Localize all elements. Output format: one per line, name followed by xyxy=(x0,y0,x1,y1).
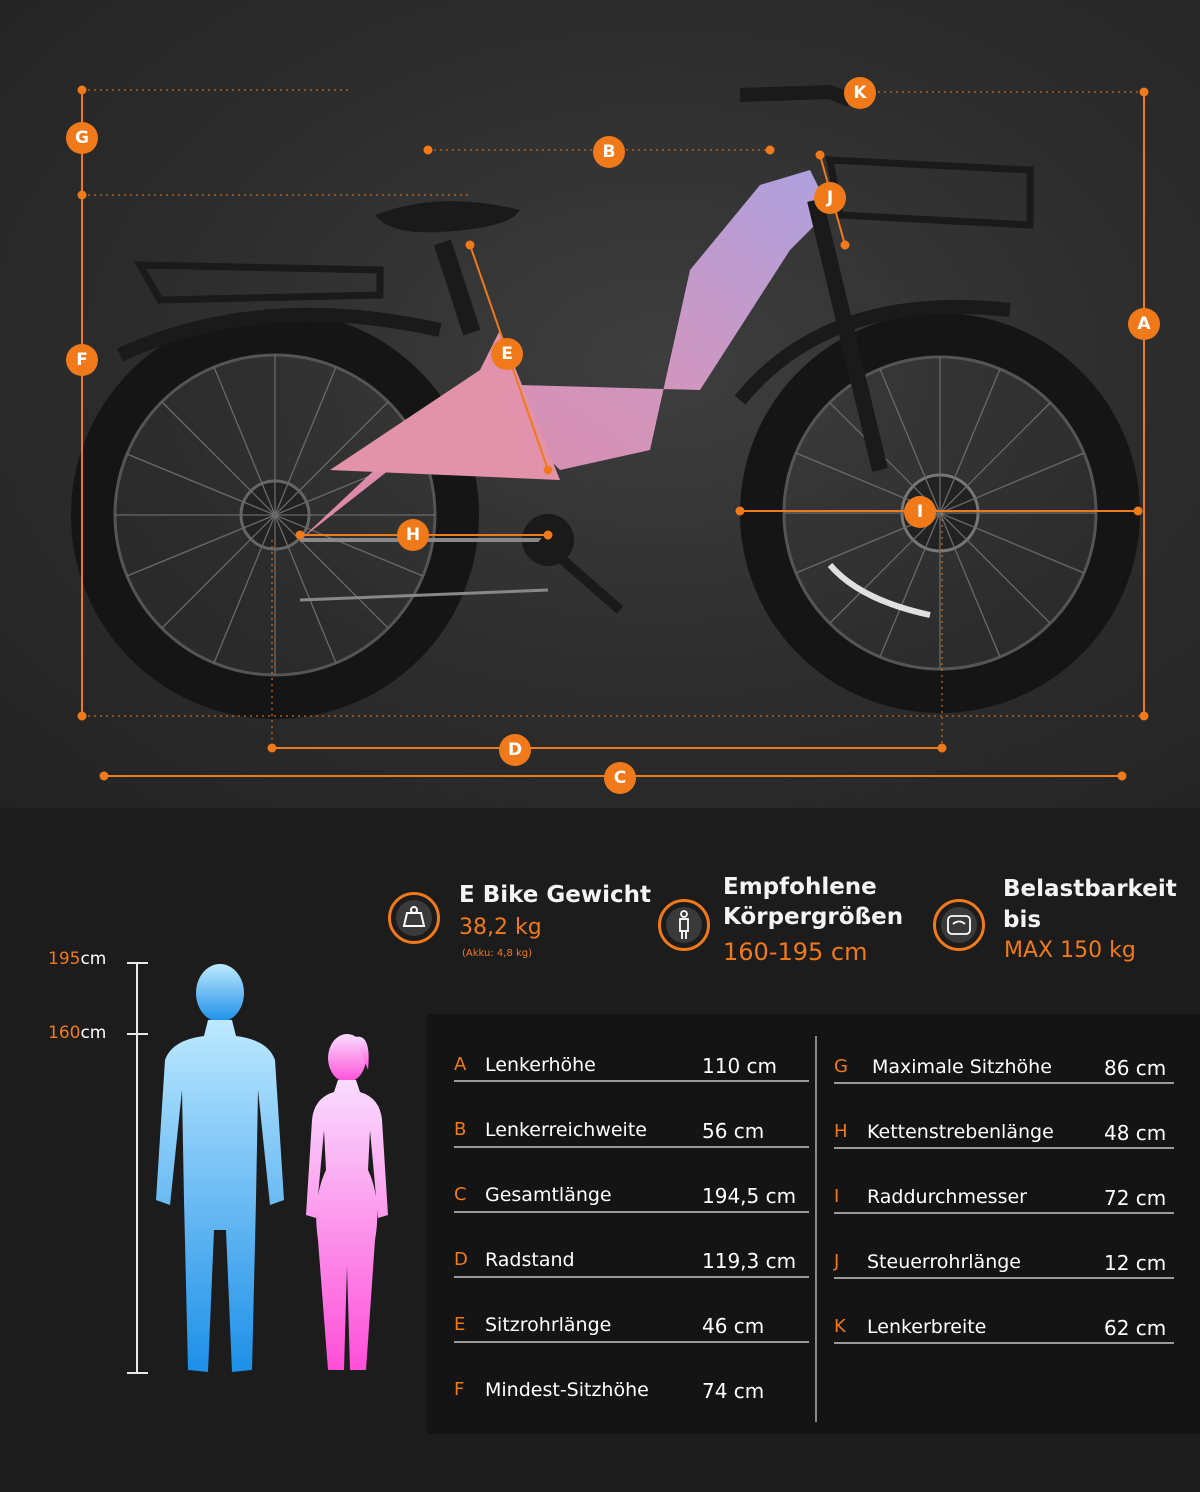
spec-row-b: B Lenkerreichweite 56 cm xyxy=(454,1119,809,1149)
scale-icon xyxy=(933,899,985,951)
table-divider xyxy=(815,1036,817,1422)
spec-row-a: A Lenkerhöhe 110 cm xyxy=(454,1054,809,1084)
badge-a: A xyxy=(1128,308,1160,340)
stat-height-title-2: Körpergrößen xyxy=(723,904,904,930)
stat-weight: E Bike Gewicht 38,2 kg (Akku: 4,8 kg) xyxy=(388,878,652,968)
badge-j: J xyxy=(814,182,846,214)
spec-row-c: C Gesamtlänge 194,5 cm xyxy=(454,1184,809,1214)
spec-row-f: F Mindest-Sitzhöhe 74 cm xyxy=(454,1379,765,1403)
badge-d: D xyxy=(499,734,531,766)
stat-load: Belastbarkeit bis MAX 150 kg xyxy=(933,872,1193,972)
badge-h: H xyxy=(397,519,429,551)
badge-k: K xyxy=(844,77,876,109)
scale-label-195: 195cm xyxy=(48,949,107,969)
badge-e: E xyxy=(491,338,523,370)
person-icon xyxy=(658,899,710,951)
bike-diagram-panel: G B K J A F E I H D C xyxy=(0,0,1200,808)
stat-weight-value: 38,2 kg xyxy=(459,915,542,940)
spec-row-e: E Sitzrohrlänge 46 cm xyxy=(454,1314,809,1344)
badge-i: I xyxy=(904,496,936,528)
spec-row-h: H Kettenstrebenlänge 48 cm xyxy=(834,1121,1174,1151)
spec-row-d: D Radstand 119,3 cm xyxy=(454,1249,809,1279)
spec-table: A Lenkerhöhe 110 cm B Lenkerreichweite 5… xyxy=(427,1014,1200,1434)
stat-height-value: 160-195 cm xyxy=(723,938,868,966)
stat-height-title-1: Empfohlene xyxy=(723,874,877,900)
badge-c: C xyxy=(604,762,636,794)
badge-b: B xyxy=(593,136,625,168)
rear-wheel xyxy=(71,307,479,719)
bike-illustration xyxy=(71,85,1149,781)
stat-load-value: MAX 150 kg xyxy=(1004,938,1136,963)
spec-row-k: K Lenkerbreite 62 cm xyxy=(834,1316,1174,1346)
stat-height: Empfohlene Körpergrößen 160-195 cm xyxy=(658,872,908,972)
stat-load-title-1: Belastbarkeit xyxy=(1003,876,1177,902)
stat-weight-note: (Akku: 4,8 kg) xyxy=(462,948,533,959)
stat-weight-title: E Bike Gewicht xyxy=(459,882,652,908)
badge-g: G xyxy=(66,122,98,154)
stat-load-title-2: bis xyxy=(1003,907,1042,933)
badge-f: F xyxy=(66,344,98,376)
spec-row-j: J Steuerrohrlänge 12 cm xyxy=(834,1251,1174,1281)
scale-label-160: 160cm xyxy=(48,1023,107,1043)
spec-row-g: G Maximale Sitzhöhe 86 cm xyxy=(834,1056,1174,1086)
spec-row-i: I Raddurchmesser 72 cm xyxy=(834,1186,1174,1216)
weight-icon xyxy=(388,892,440,944)
